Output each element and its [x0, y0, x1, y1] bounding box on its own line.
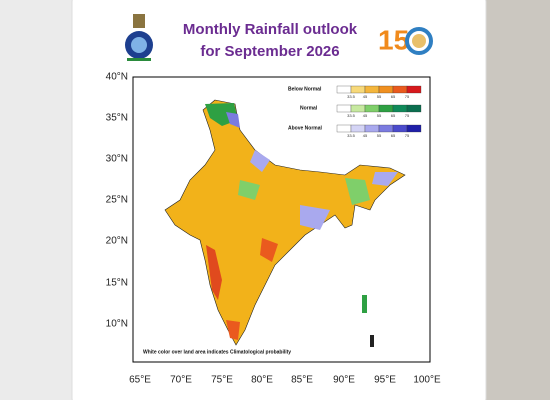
legend-tick: 55	[377, 94, 382, 99]
legend-swatch	[406, 85, 422, 94]
legend-swatch	[364, 104, 380, 113]
lon-label: 95°E	[374, 375, 396, 386]
lat-label: 35°N	[106, 113, 128, 124]
legend-tick: 55	[377, 133, 382, 138]
india-map	[164, 99, 406, 347]
lon-label: 90°E	[333, 375, 355, 386]
lon-label: 75°E	[211, 375, 233, 386]
lon-axis: 65°E 70°E 75°E 80°E 85°E 90°E 95°E 100°E	[129, 375, 441, 386]
legend-swatch	[364, 124, 380, 133]
legend-tick: 45	[363, 94, 368, 99]
legend-swatch	[336, 104, 352, 113]
legend-tick: 65	[391, 113, 396, 118]
legend-swatch	[378, 104, 394, 113]
lon-label: 80°E	[251, 375, 273, 386]
legend-swatch	[378, 124, 394, 133]
legend-tick: 55	[377, 113, 382, 118]
lon-label: 70°E	[170, 375, 192, 386]
legend-swatch	[336, 85, 352, 94]
legend-tick: 33.5	[347, 133, 356, 138]
legend-tick: 45	[363, 113, 368, 118]
lat-axis: 40°N 35°N 30°N 25°N 20°N 15°N 10°N	[106, 72, 128, 330]
legend-swatch	[378, 85, 394, 94]
legend-tick: 75	[405, 113, 410, 118]
legend-tick: 65	[391, 94, 396, 99]
lat-label: 30°N	[106, 154, 128, 165]
lon-label: 85°E	[291, 375, 313, 386]
legend-group: Below Normal	[288, 86, 322, 92]
side-right	[486, 0, 550, 400]
legend-swatch	[336, 124, 352, 133]
lat-label: 25°N	[106, 195, 128, 206]
legend-group: Above Normal	[288, 125, 323, 131]
legend-tick: 75	[405, 94, 410, 99]
legend-swatch	[364, 85, 380, 94]
legend-swatch	[350, 124, 366, 133]
logo-text: 15	[378, 24, 409, 55]
lat-label: 40°N	[106, 72, 128, 83]
legend-tick: 45	[363, 133, 368, 138]
legend-group: Normal	[300, 105, 318, 111]
legend-swatch	[406, 104, 422, 113]
legend-swatch	[392, 104, 408, 113]
lon-label: 65°E	[129, 375, 151, 386]
legend-tick: 65	[391, 133, 396, 138]
lon-label: 100°E	[413, 375, 441, 386]
legend-swatch	[392, 124, 408, 133]
legend-tick: 75	[405, 133, 410, 138]
legend-swatch	[350, 104, 366, 113]
legend-swatch	[350, 85, 366, 94]
lat-label: 10°N	[106, 319, 128, 330]
lat-label: 20°N	[106, 236, 128, 247]
side-left	[0, 0, 72, 400]
title: for September 2026	[200, 43, 339, 60]
lat-label: 15°N	[106, 278, 128, 289]
map-note: White color over land area indicates Cli…	[143, 349, 291, 355]
legend: Below Normal Normal Above Normal 33.5 45 5…	[288, 85, 422, 138]
legend-swatch	[406, 124, 422, 133]
title: Monthly Rainfall outlook	[183, 21, 358, 38]
legend-tick: 33.5	[347, 94, 356, 99]
legend-swatch	[392, 85, 408, 94]
imd-logo	[125, 14, 153, 61]
anniversary-logo: 15	[378, 24, 433, 55]
legend-tick: 33.5	[347, 113, 356, 118]
